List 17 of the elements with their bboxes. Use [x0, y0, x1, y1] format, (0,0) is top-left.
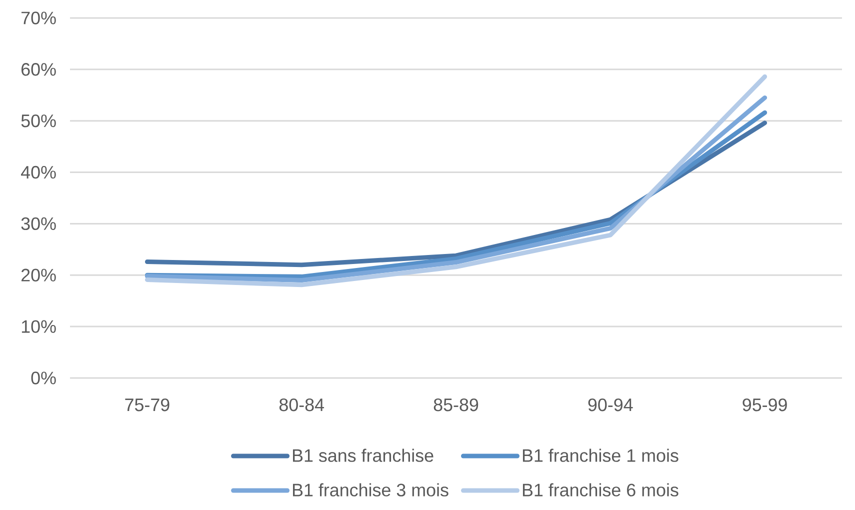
x-tick-label: 90-94 — [588, 398, 633, 412]
legend-label: B1 franchise 6 mois — [522, 483, 678, 496]
x-tick-label: 75-79 — [125, 398, 170, 412]
y-tick-label: 70% — [22, 12, 56, 24]
legend-label: B1 sans franchise — [293, 448, 434, 462]
legend-label: B1 franchise 1 mois — [522, 448, 678, 462]
x-tick-label: 85-89 — [434, 398, 478, 412]
y-tick-label: 20% — [22, 268, 56, 282]
y-tick-label: 0% — [31, 372, 56, 384]
y-tick-label: 40% — [21, 166, 56, 179]
x-tick-label: 80-84 — [279, 398, 324, 412]
legend-label: B1 franchise 3 mois — [293, 483, 448, 496]
y-tick-label: 30% — [21, 217, 56, 230]
y-tick-label: 60% — [22, 63, 56, 76]
y-tick-label: 10% — [22, 320, 56, 333]
y-tick-label: 50% — [21, 114, 56, 128]
x-tick-label: 95-99 — [742, 398, 787, 412]
